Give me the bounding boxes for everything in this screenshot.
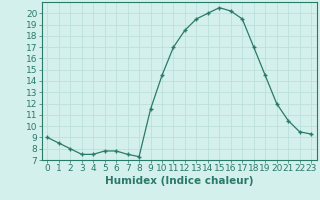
X-axis label: Humidex (Indice chaleur): Humidex (Indice chaleur) [105,176,253,186]
